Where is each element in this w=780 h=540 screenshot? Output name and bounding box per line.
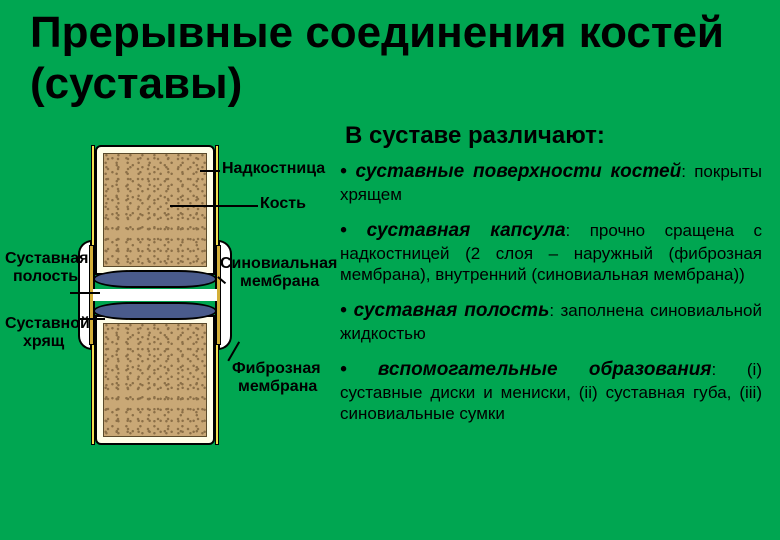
label-cartilage-1: Суставной [5, 315, 90, 333]
bullet-surfaces: суставные поверхности костей: покрыты хр… [340, 160, 762, 205]
bone-upper [95, 145, 215, 275]
label-cartilage: Суставной хрящ [5, 315, 90, 351]
label-synovial-2: мембрана [240, 273, 337, 291]
lead-4: вспомогательные образования [340, 359, 712, 380]
label-fibrous-1: Фиброзная [232, 360, 321, 378]
label-bone: Кость [260, 195, 306, 213]
label-synovial-1: Синовиальная [220, 255, 337, 273]
label-synovial: Синовиальная мембрана [220, 255, 337, 291]
lead-3: суставная полость [340, 300, 549, 321]
joint-cavity [93, 289, 217, 301]
leader-cartilage [80, 318, 105, 320]
cartilage-lower [93, 302, 217, 320]
subtitle: В суставе различают: [345, 122, 605, 150]
bullet-capsule: суставная капсула: прочно сращена с надк… [340, 219, 762, 285]
joint-diagram [80, 145, 230, 445]
bullet-auxiliary: вспомогательные образования: (i) суставн… [340, 358, 762, 424]
label-cartilage-2: хрящ [23, 333, 90, 351]
lead-2: суставная капсула [340, 220, 566, 241]
leader-bone [170, 205, 258, 207]
label-fibrous: Фиброзная мембрана [232, 360, 321, 396]
label-cavity-1: Суставная [5, 250, 88, 268]
cartilage-upper [93, 270, 217, 288]
label-fibrous-2: мембрана [238, 378, 321, 396]
label-periosteum: Надкостница [222, 160, 325, 178]
label-cavity: Суставная полость [5, 250, 88, 286]
content-list: суставные поверхности костей: покрыты хр… [340, 160, 762, 439]
leader-cavity [70, 292, 100, 294]
label-cavity-2: полость [13, 268, 88, 286]
leader-periosteum [200, 170, 220, 172]
bone-lower [95, 315, 215, 445]
bullet-cavity: суставная полость: заполнена синовиально… [340, 299, 762, 344]
page-title: Прерывные соединения костей (суставы) [0, 0, 780, 109]
lead-1: суставные поверхности костей [340, 161, 681, 182]
